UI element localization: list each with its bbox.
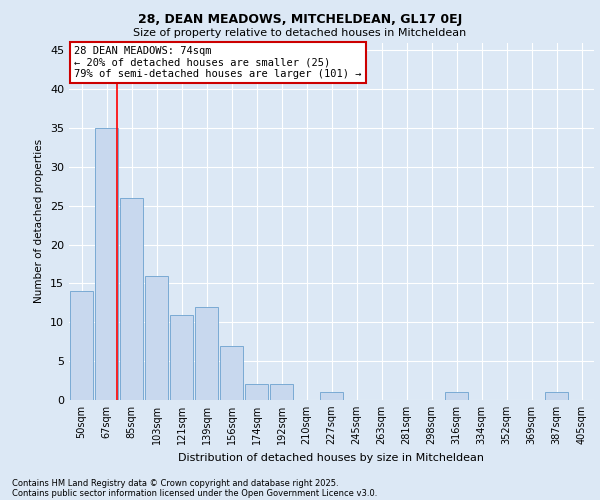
Text: 28 DEAN MEADOWS: 74sqm
← 20% of detached houses are smaller (25)
79% of semi-det: 28 DEAN MEADOWS: 74sqm ← 20% of detached… [74,46,362,80]
Bar [245,384,268,400]
Bar [95,128,118,400]
Bar [545,392,568,400]
Bar [320,392,343,400]
Bar [70,291,93,400]
Text: Size of property relative to detached houses in Mitcheldean: Size of property relative to detached ho… [133,28,467,38]
Bar [445,392,468,400]
Bar [220,346,243,400]
Bar [145,276,168,400]
Bar [195,306,218,400]
Bar [120,198,143,400]
Text: Contains HM Land Registry data © Crown copyright and database right 2025.: Contains HM Land Registry data © Crown c… [12,478,338,488]
Bar [270,384,293,400]
X-axis label: Distribution of detached houses by size in Mitcheldean: Distribution of detached houses by size … [179,452,485,462]
Text: 28, DEAN MEADOWS, MITCHELDEAN, GL17 0EJ: 28, DEAN MEADOWS, MITCHELDEAN, GL17 0EJ [138,12,462,26]
Bar [170,314,193,400]
Y-axis label: Number of detached properties: Number of detached properties [34,139,44,304]
Text: Contains public sector information licensed under the Open Government Licence v3: Contains public sector information licen… [12,488,377,498]
